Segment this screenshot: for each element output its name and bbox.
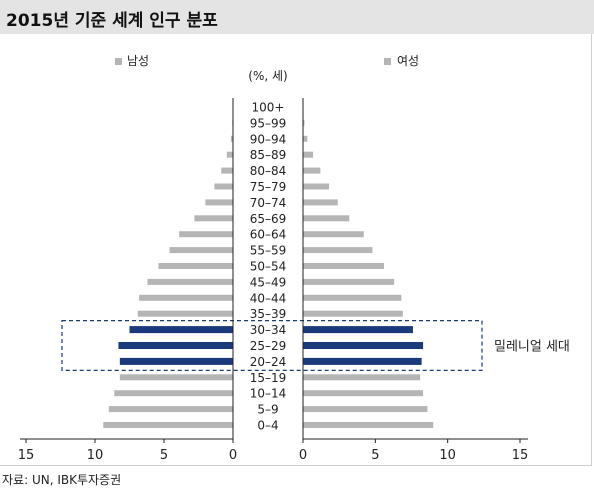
tick-label-left: 5 [160,448,168,463]
bar-female [303,310,403,317]
legend-swatch-male [115,58,122,65]
bar-male [114,390,233,397]
tick-label-left: 10 [87,448,104,463]
bar-female [303,406,428,413]
bar-female [303,199,338,206]
bar-male [139,294,233,301]
bar-male [226,151,233,158]
bar-male [230,135,233,142]
bar-male [205,199,233,206]
frame-right-border [591,34,592,465]
bar-male [103,422,233,428]
unit-label: (%, 세) [248,69,287,83]
chart-title: 2015년 기준 세계 인구 분포 [6,11,218,31]
category-label: 55–59 [250,244,287,258]
bar-female [303,422,434,428]
bar-female [303,215,350,222]
category-label: 70–74 [250,196,287,210]
category-label: 30–34 [250,323,287,337]
category-label: 65–69 [250,212,287,226]
bar-male [129,326,233,334]
bar-female [303,167,321,174]
bar-male [137,310,233,317]
category-label: 25–29 [250,339,287,353]
bar-male [147,278,233,285]
bar-female [303,231,364,238]
tick-label-right: 10 [439,448,456,463]
bar-male [179,231,233,238]
bar-male [169,247,233,254]
category-label: 85–89 [250,148,287,162]
category-label: 95–99 [250,116,287,130]
category-label: 15–19 [250,371,287,385]
category-label: 50–54 [250,260,287,274]
bar-male [108,406,233,413]
bar-female [303,183,330,190]
bar-female [303,135,308,142]
bar-male [158,263,233,269]
category-label: 100+ [252,101,285,115]
category-label: 40–44 [250,291,287,305]
highlight-box [61,320,483,371]
legend-swatch-female [384,58,391,65]
frame-bottom-border [0,465,592,466]
bar-female [303,357,422,365]
bar-male [118,342,233,349]
category-label: 20–24 [250,355,287,369]
category-label: 10–14 [250,387,287,401]
bar-female [303,263,385,269]
highlight-label: 밀레니얼 세대 [494,340,570,355]
bar-female [303,151,314,158]
category-label: 90–94 [250,132,287,146]
bar-male [119,374,233,381]
category-label: 80–84 [250,164,287,178]
bar-female [303,326,413,334]
category-label: 5–9 [257,403,278,417]
population-pyramid-chart: 남성 여성 (%, 세) 100+95–99 90–94 85–89 80–84 75–79 7… [18,54,570,463]
tick-label-left: 15 [18,448,35,463]
legend-label-male: 남성 [127,54,149,68]
title-bar: 2015년 기준 세계 인구 분포 [0,0,594,34]
bar-female [303,294,402,301]
bar-female [303,119,305,126]
category-label: 75–79 [250,180,287,194]
category-label: 0–4 [257,419,278,433]
bar-male [194,215,233,222]
bar-female [303,374,421,381]
source-note: 자료: UN, IBK투자증권 [2,473,122,487]
bar-male [214,183,233,190]
tick-label-left: 0 [229,448,237,463]
bar-female [303,278,395,285]
category-label: 45–49 [250,275,287,289]
bar-female [303,390,424,397]
category-label: 35–39 [250,307,287,321]
bar-male [221,167,233,174]
tick-label-right: 15 [512,448,529,463]
category-label: 60–64 [250,228,287,242]
legend-label-female: 여성 [397,54,419,68]
tick-label-right: 0 [299,448,307,463]
bar-female [303,247,373,254]
bar-male [119,357,233,365]
tick-label-right: 5 [371,448,379,463]
bar-female [303,342,424,349]
